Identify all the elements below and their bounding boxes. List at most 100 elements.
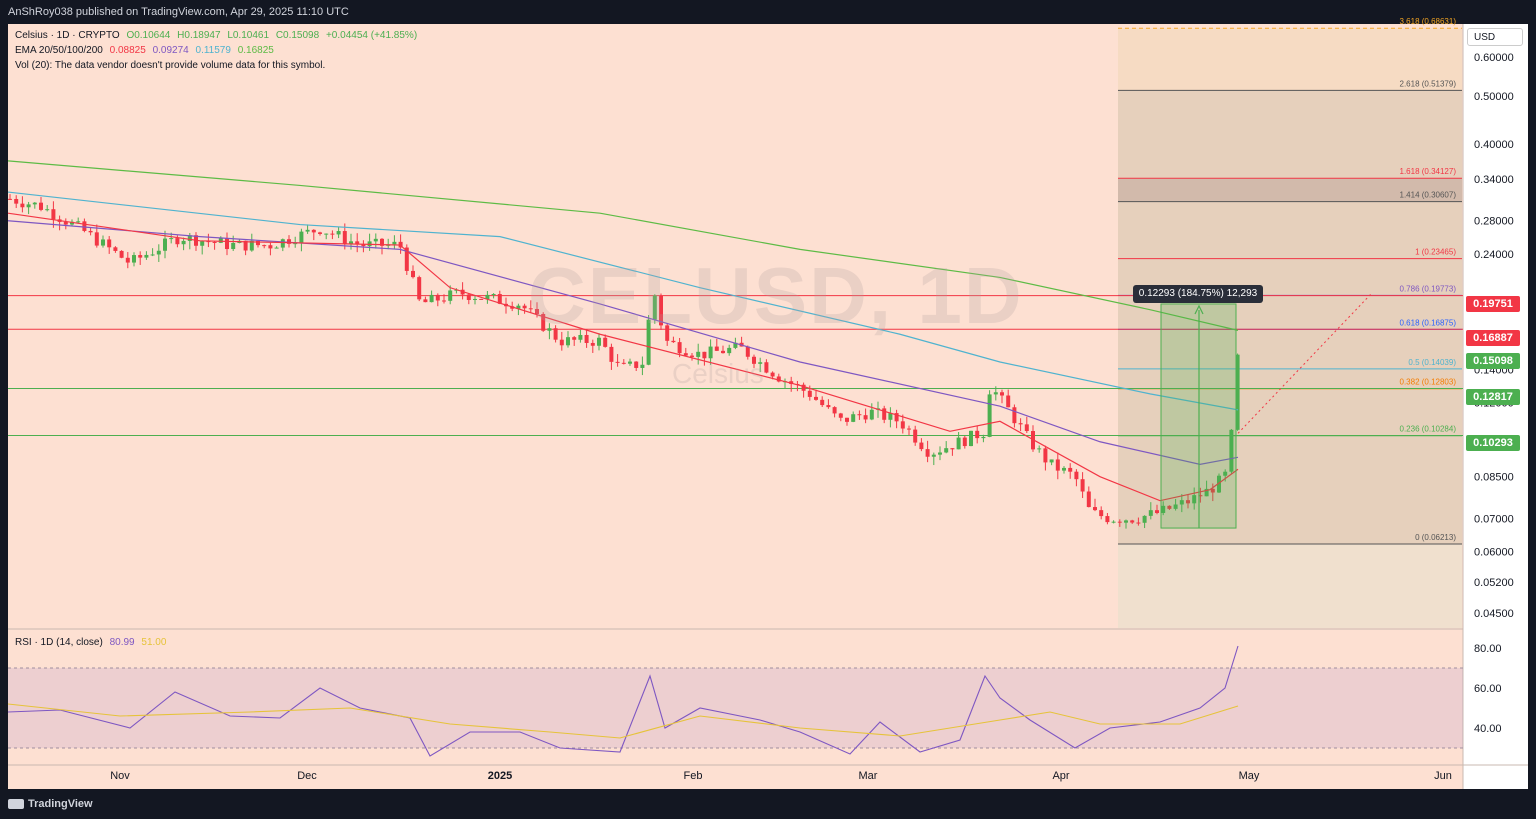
fib-label: 1.618 (0.34127)	[1400, 167, 1457, 176]
candle-body	[287, 239, 291, 244]
candle-body	[169, 238, 174, 240]
candle-body	[175, 238, 180, 245]
candle-body	[485, 294, 490, 300]
candle-body	[1018, 423, 1023, 425]
chart-frame	[8, 24, 1528, 789]
price-badge-support-1: 0.12817	[1466, 389, 1520, 405]
candle-body	[156, 250, 161, 255]
fib-label: 0.786 (0.19773)	[1400, 284, 1457, 293]
candle-body	[752, 356, 756, 364]
candle-body	[938, 452, 942, 455]
legend-high: H0.18947	[177, 30, 221, 41]
price-tick-label: 0.28000	[1474, 216, 1514, 228]
tradingview-logo[interactable]: TradingView	[8, 798, 93, 810]
tradingview-brand: TradingView	[28, 798, 93, 810]
candle-body	[404, 247, 409, 271]
candle-body	[442, 300, 446, 302]
candle-body	[1012, 407, 1017, 424]
time-tick-label: 2025	[488, 770, 512, 782]
candle-body	[708, 346, 713, 359]
time-tick-label: May	[1239, 770, 1260, 782]
candle-body	[634, 361, 639, 368]
candle-body	[63, 221, 68, 225]
price-tick-label: 0.08500	[1474, 472, 1514, 484]
ema200-line	[7, 160, 1239, 331]
candle-body	[1037, 448, 1042, 450]
candle-body	[913, 429, 918, 443]
candle-body	[851, 414, 856, 422]
symbol-watermark: CELUSD, 1D	[528, 251, 1024, 340]
candle-body	[702, 351, 707, 359]
candle-body	[820, 399, 825, 406]
candle-body	[696, 351, 701, 357]
candle-body	[832, 407, 837, 414]
candle-body	[1142, 515, 1147, 523]
candle-body	[1111, 521, 1116, 523]
candle-body	[826, 405, 831, 408]
candle-body	[32, 202, 37, 205]
candle-body	[628, 361, 632, 364]
legend-rsi-label[interactable]: RSI · 1D (14, close)	[15, 637, 103, 648]
candle-body	[479, 298, 484, 300]
candle-body	[150, 254, 155, 256]
legend-low: L0.10461	[227, 30, 270, 41]
fib-zone-extension	[1118, 90, 1462, 544]
time-tick-label: Nov	[110, 770, 130, 782]
candle-body	[429, 294, 434, 303]
candle-body	[969, 430, 973, 447]
candle-body	[1055, 459, 1060, 471]
candle-body	[1086, 491, 1091, 508]
candle-body	[882, 408, 887, 420]
legend-ema20: 0.08825	[109, 45, 146, 56]
projection-line	[1237, 292, 1373, 434]
candle-body	[956, 437, 961, 450]
candle-body	[70, 221, 74, 225]
candle-body	[609, 346, 614, 362]
candle-body	[1210, 488, 1215, 493]
candle-body	[764, 362, 769, 373]
rsi-tick-label: 60.00	[1474, 683, 1502, 695]
candle-body	[349, 241, 353, 244]
candle-body	[919, 442, 924, 450]
fib-label: 0.5 (0.14039)	[1408, 358, 1456, 367]
candle-body	[330, 233, 335, 235]
legend-ema-label[interactable]: EMA 20/50/100/200	[15, 45, 103, 56]
candle-body	[1198, 495, 1203, 497]
candle-body	[249, 240, 254, 251]
candle-body	[417, 277, 422, 300]
legend-vol-row: Vol (20): The data vendor doesn't provid…	[15, 60, 329, 71]
candle-body	[987, 394, 992, 437]
candle-body	[907, 428, 911, 430]
candle-body	[45, 209, 50, 211]
currency-selector[interactable]: USD	[1467, 28, 1523, 46]
candle-body	[311, 229, 316, 233]
candle-body	[597, 337, 601, 346]
candle-body	[1043, 448, 1048, 463]
legend-symbol[interactable]: Celsius · 1D · CRYPTO	[15, 30, 120, 41]
candle-body	[125, 257, 130, 263]
candle-body	[101, 239, 105, 246]
price-tick-label: 0.04500	[1474, 608, 1514, 620]
candle-body	[646, 319, 651, 365]
candle-body	[1093, 507, 1097, 511]
candle-body	[888, 413, 893, 420]
fib-label: 3.618 (0.68631)	[1400, 17, 1457, 26]
candle-body	[324, 233, 329, 235]
candle-body	[1136, 522, 1141, 524]
candle-body	[993, 392, 998, 395]
candle-body	[590, 342, 595, 346]
candle-body	[1161, 505, 1166, 513]
time-tick-label: Mar	[859, 770, 878, 782]
candle-body	[1006, 395, 1011, 408]
price-tick-label: 0.50000	[1474, 91, 1514, 103]
candle-body	[559, 339, 564, 346]
candle-body	[305, 229, 310, 232]
candle-body	[76, 221, 81, 223]
candle-body	[1124, 520, 1128, 523]
rsi-ma-line	[7, 703, 1239, 739]
candle-body	[1173, 504, 1178, 509]
candle-body	[1105, 516, 1110, 523]
candle-body	[1229, 429, 1234, 472]
candle-body	[776, 376, 781, 382]
legend-rsi-value: 80.99	[109, 637, 135, 648]
